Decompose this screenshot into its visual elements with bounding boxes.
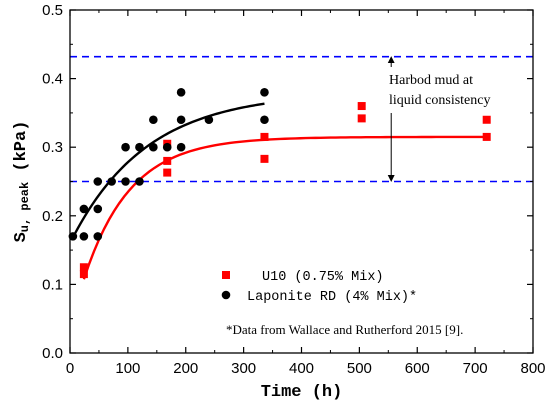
y-axis-title-subscript: u, peak xyxy=(18,182,32,232)
y-tick-label-1: 0.1 xyxy=(42,276,63,293)
x-tick-label-6: 600 xyxy=(405,360,430,377)
point-s0-3 xyxy=(163,168,172,177)
point-s1-14 xyxy=(176,88,186,97)
point-s0-8 xyxy=(357,114,366,123)
point-s0-7 xyxy=(357,102,366,111)
legend: U10 (0.75% Mix) Laponite RD (4% Mix)* xyxy=(221,270,417,305)
legend-label-u10: U10 (0.75% Mix) xyxy=(262,270,384,285)
point-s0-10 xyxy=(482,132,491,141)
x-tick-label-4: 400 xyxy=(289,360,314,377)
legend-marker-laponite xyxy=(221,290,231,300)
y-axis-ticks: 0.0 0.1 0.2 0.3 0.4 0.5 xyxy=(42,2,533,362)
annotation-line-1: Harbod mud at xyxy=(389,73,473,88)
point-s0-9 xyxy=(482,115,491,124)
point-s0-1 xyxy=(79,270,88,279)
point-s1-12 xyxy=(149,142,158,152)
point-s1-18 xyxy=(260,88,269,97)
y-axis-title: Su, peak (kPa) xyxy=(12,121,32,243)
point-s1-3 xyxy=(93,177,103,186)
x-tick-label-7: 700 xyxy=(463,360,488,377)
point-s1-16 xyxy=(176,142,186,152)
point-s1-1 xyxy=(79,204,89,214)
point-s1-11 xyxy=(149,115,158,125)
x-tick-label-3: 300 xyxy=(231,360,256,377)
point-s1-4 xyxy=(93,204,103,214)
y-tick-label-0: 0.0 xyxy=(42,345,63,362)
x-tick-label-0: 0 xyxy=(66,360,74,377)
footnote: *Data from Wallace and Rutherford 2015 [… xyxy=(226,322,463,337)
point-s1-19 xyxy=(260,115,269,125)
point-s1-2 xyxy=(79,232,89,241)
point-s1-7 xyxy=(121,142,130,152)
point-s1-8 xyxy=(121,177,130,186)
point-s1-13 xyxy=(162,142,172,152)
legend-marker-u10 xyxy=(222,271,230,279)
x-tick-label-5: 500 xyxy=(347,360,372,377)
point-s0-6 xyxy=(260,154,269,163)
y-tick-label-3: 0.3 xyxy=(42,139,63,156)
y-tick-label-2: 0.2 xyxy=(42,208,63,225)
y-axis-title-unit: (kPa) xyxy=(12,121,31,182)
point-s1-0 xyxy=(68,232,78,241)
x-tick-label-2: 200 xyxy=(173,360,198,377)
reference-lines xyxy=(70,55,533,183)
legend-label-laponite: Laponite RD (4% Mix)* xyxy=(247,290,417,305)
annotation-background xyxy=(385,67,514,113)
point-s1-10 xyxy=(135,177,144,186)
fit-curve-0 xyxy=(82,135,487,280)
x-axis-title: Time (h) xyxy=(261,383,343,402)
x-tick-label-1: 100 xyxy=(115,360,140,377)
fit-curve-1 xyxy=(71,102,265,239)
annotation-line-2: liquid consistency xyxy=(389,93,491,108)
y-axis-title-base: S xyxy=(12,232,31,242)
point-s1-5 xyxy=(93,232,103,241)
point-s1-6 xyxy=(107,177,116,186)
point-s1-15 xyxy=(176,115,186,125)
data-points xyxy=(68,88,491,279)
point-s0-2 xyxy=(163,156,172,165)
point-s0-0 xyxy=(79,263,88,272)
x-axis-ticks: 0 100 200 300 400 500 600 700 800 xyxy=(66,10,546,377)
y-tick-label-4: 0.4 xyxy=(42,71,63,88)
fit-curves xyxy=(71,102,487,280)
y-tick-label-5: 0.5 xyxy=(42,2,63,19)
point-s1-9 xyxy=(135,142,144,152)
x-tick-label-8: 800 xyxy=(520,360,545,377)
point-s0-5 xyxy=(260,132,269,141)
point-s1-17 xyxy=(204,115,214,125)
